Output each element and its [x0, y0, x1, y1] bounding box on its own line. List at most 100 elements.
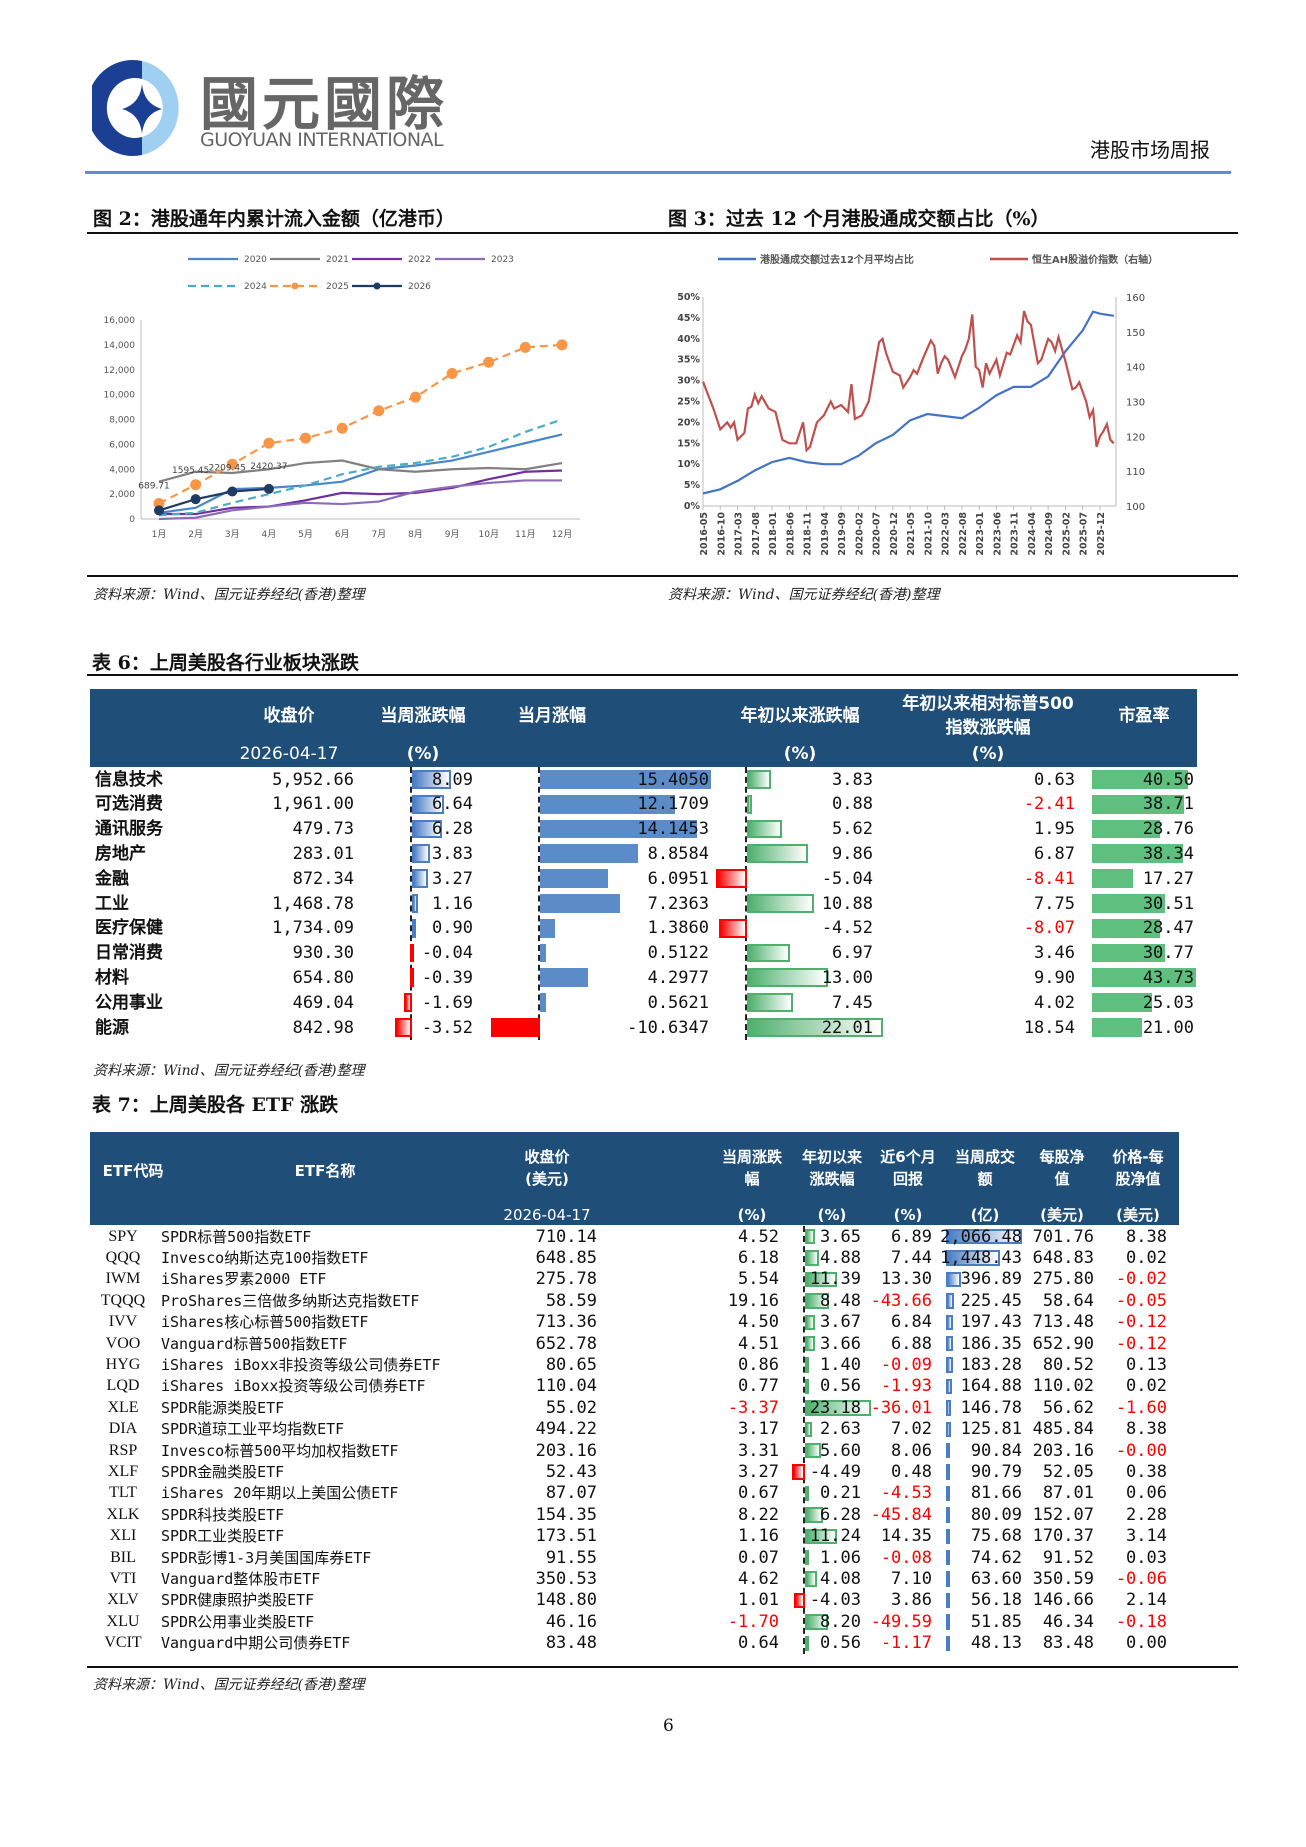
pnav-value: 0.06	[1126, 1483, 1167, 1504]
x-tick-label: 2024-09	[1044, 512, 1055, 556]
fig3-source: 资料来源：Wind、国元证券经纪(香港)整理	[668, 587, 940, 603]
m6-value: 13.30	[880, 1269, 932, 1290]
vol-value: 146.78	[960, 1397, 1022, 1418]
month-bar	[540, 968, 588, 988]
close-value: 648.85	[535, 1247, 597, 1268]
week-value: 4.50	[738, 1312, 779, 1333]
pe-value: 30.77	[1142, 943, 1194, 964]
col-nav: 每股净	[1039, 1148, 1085, 1166]
series-2025-marker	[336, 422, 348, 434]
pe-value: 25.03	[1142, 992, 1194, 1013]
pnav-value: 2.14	[1126, 1590, 1167, 1611]
month-bar	[491, 1018, 540, 1037]
table6-title-rule	[87, 674, 1238, 676]
ytd-value: 10.88	[821, 893, 873, 914]
pe-value: 43.73	[1142, 967, 1194, 988]
pnav-value: -0.02	[1115, 1269, 1167, 1290]
vol-value: 51.85	[970, 1611, 1022, 1632]
col-volume-2: 额	[977, 1170, 993, 1188]
etf-code: BIL	[110, 1548, 136, 1566]
m6-value: 7.02	[891, 1419, 932, 1440]
x-tick-label: 2020-12	[889, 512, 900, 556]
left-tick-label: 0%	[684, 501, 701, 512]
left-tick-label: 35%	[677, 355, 700, 366]
table7-header: ETF代码 ETF名称 收盘价 (美元) 2026-04-17 当周涨跌 幅 (…	[90, 1132, 1179, 1225]
vol-value: 74.62	[970, 1547, 1022, 1568]
sector-name: 医疗保健	[95, 918, 163, 939]
vol-value: 80.09	[970, 1504, 1022, 1525]
right-tick-label: 160	[1126, 293, 1145, 304]
vol-value: 186.35	[960, 1333, 1022, 1354]
close-value: 842.98	[292, 1017, 354, 1038]
legend-marker	[291, 282, 299, 290]
x-tick-label: 2023-01	[975, 512, 986, 556]
x-tick-label: 2025-02	[1061, 512, 1072, 556]
ytd-bar	[805, 1250, 819, 1266]
week-value: 4.62	[738, 1568, 779, 1589]
vol-value: 56.18	[970, 1590, 1022, 1611]
fig2-title-rule	[87, 232, 660, 234]
series-2025-marker	[263, 437, 275, 449]
week-value: -3.37	[727, 1397, 779, 1418]
close-value: 154.35	[535, 1504, 597, 1525]
week-value: 1.16	[738, 1526, 779, 1547]
month-bar	[540, 869, 608, 888]
ytd-bar	[805, 1378, 809, 1395]
table7-bottom-rule	[87, 1666, 1238, 1668]
y-tick-label: 0	[129, 515, 135, 525]
series-2025-marker	[446, 367, 458, 379]
ytd-bar	[805, 1550, 809, 1566]
series-2021-line	[158, 459, 563, 483]
etf-code: VTI	[109, 1569, 137, 1587]
week-bar	[412, 844, 431, 864]
nav-value: 146.66	[1032, 1590, 1094, 1611]
col-6m-2: 回报	[892, 1170, 924, 1188]
ytd-value: -4.03	[809, 1590, 861, 1611]
volume-bar	[946, 1443, 950, 1459]
ytd-bar	[718, 918, 747, 938]
nav-value: 652.90	[1032, 1333, 1094, 1354]
etf-code: RSP	[108, 1441, 138, 1459]
vol-value: 90.79	[970, 1461, 1022, 1482]
col-month: 当月涨幅	[518, 706, 586, 726]
m6-value: -43.66	[870, 1290, 932, 1311]
vol-value: 90.84	[970, 1440, 1022, 1461]
volume-bar	[946, 1271, 961, 1288]
week-value: 0.90	[432, 918, 473, 939]
week-value: 3.27	[432, 868, 473, 889]
nav-value: 485.84	[1032, 1419, 1094, 1440]
vol-value: 164.88	[960, 1376, 1022, 1397]
data-label: 689.71	[138, 481, 170, 491]
left-tick-label: 30%	[677, 376, 700, 387]
close-value: 203.16	[535, 1440, 597, 1461]
pnav-value: -0.12	[1115, 1333, 1167, 1354]
month-value: 14.1453	[637, 819, 709, 840]
week-bar	[412, 894, 418, 913]
nav-value: 91.52	[1042, 1547, 1094, 1568]
data-label: 2420.37	[250, 462, 287, 472]
vol-value: 2,066.48	[940, 1226, 1022, 1247]
ytd-value: -4.52	[821, 918, 873, 939]
week-value: 3.17	[738, 1419, 779, 1440]
pnav-value: 8.38	[1126, 1419, 1167, 1440]
volume-bar	[946, 1464, 950, 1480]
series-2025-marker	[226, 458, 238, 470]
x-tick-label: 2018-06	[785, 512, 796, 556]
x-tick-label: 2017-08	[751, 512, 762, 556]
pnav-value: 0.03	[1126, 1547, 1167, 1568]
nav-value: 46.34	[1042, 1611, 1094, 1632]
volume-bar	[946, 1314, 954, 1330]
vol-value: 81.66	[970, 1483, 1022, 1504]
left-tick-label: 50%	[677, 292, 700, 303]
series-left-line	[702, 310, 1114, 495]
etf-code: XLU	[106, 1612, 140, 1630]
etf-code: XLF	[107, 1462, 139, 1480]
ytd-value: 3.83	[832, 769, 873, 790]
fig3-title: 图 3：过去 12 个月港股通成交额占比（%）	[668, 208, 1050, 230]
right-tick-label: 130	[1126, 398, 1145, 409]
ytd-bar	[792, 1464, 805, 1480]
sector-name: 能源	[95, 1017, 129, 1038]
nav-value: 83.48	[1042, 1633, 1094, 1654]
volume-bar	[946, 1550, 950, 1566]
close-value: 52.43	[545, 1461, 597, 1482]
